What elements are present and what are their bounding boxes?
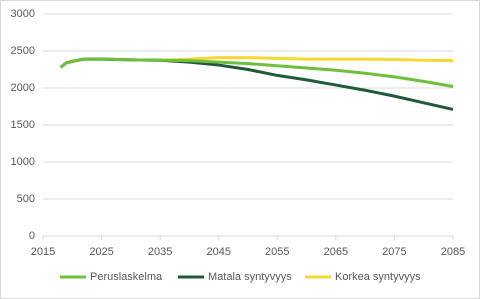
x-tick-label: 2075 [382, 246, 406, 258]
x-tick-label: 2015 [31, 246, 55, 258]
y-tick-label: 500 [17, 193, 35, 205]
x-tick-label: 2025 [89, 246, 113, 258]
x-tick-label: 2055 [265, 246, 289, 258]
x-tick-label: 2035 [148, 246, 172, 258]
y-tick-label: 2000 [11, 82, 35, 94]
legend-label: Peruslaskelma [90, 271, 163, 283]
legend-label: Matala syntyvyys [208, 271, 292, 283]
y-tick-label: 2500 [11, 45, 35, 57]
y-tick-label: 1000 [11, 156, 35, 168]
y-tick-label: 3000 [11, 8, 35, 20]
legend-label: Korkea syntyvyys [335, 271, 421, 283]
y-tick-label: 0 [29, 230, 35, 242]
x-tick-label: 2045 [206, 246, 230, 258]
series-line [59, 57, 454, 88]
x-tick-label: 2065 [324, 246, 348, 258]
x-tick-label: 2085 [441, 246, 465, 258]
y-tick-label: 1500 [11, 119, 35, 131]
